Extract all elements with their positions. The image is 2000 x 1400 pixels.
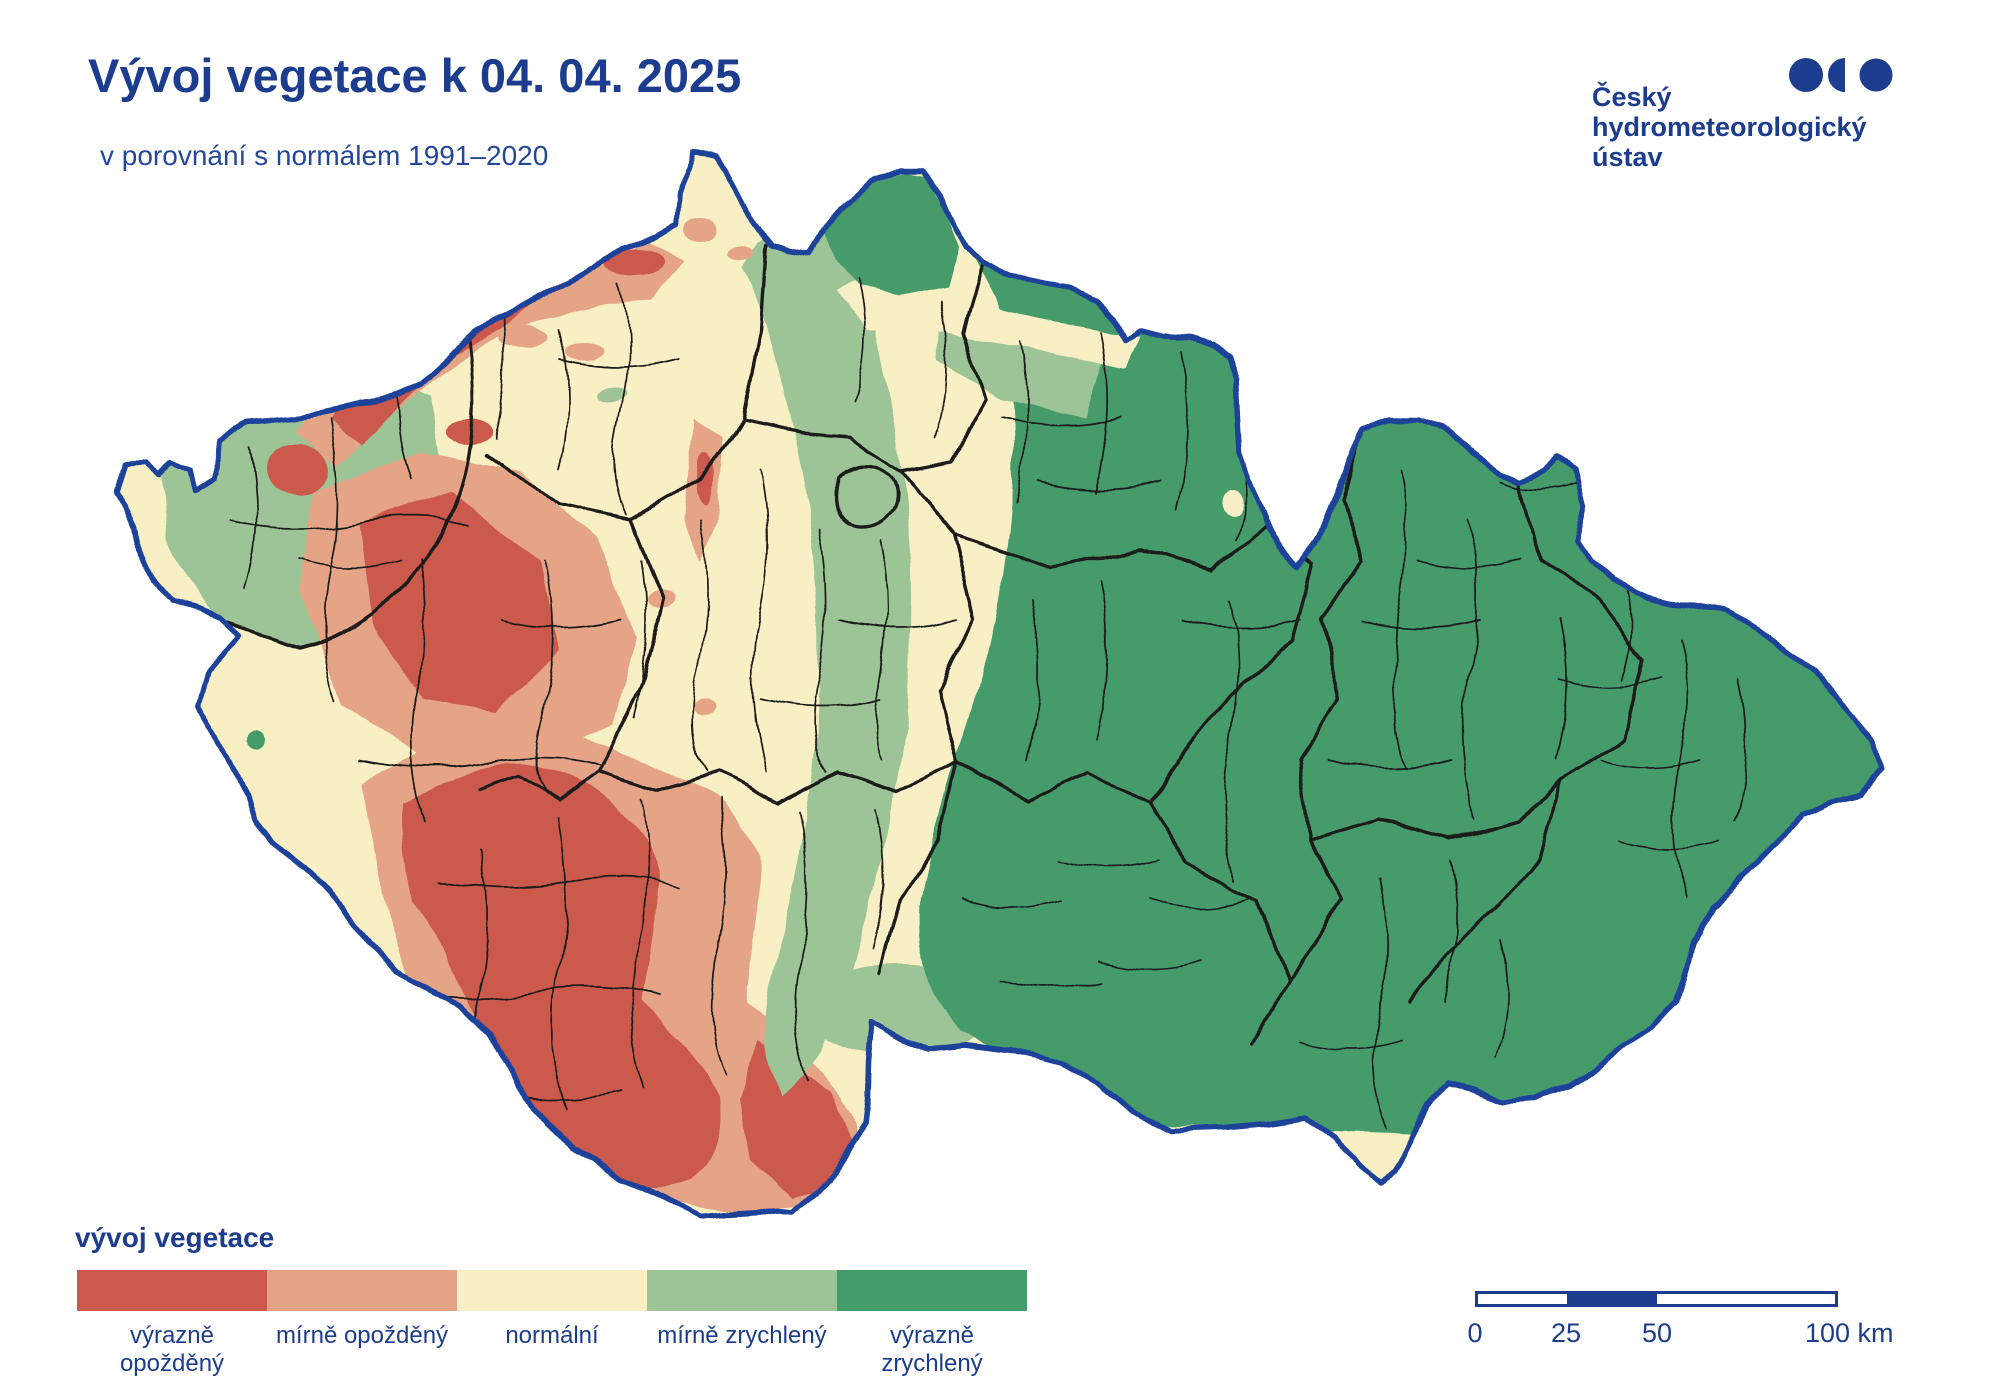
map-district-borders bbox=[229, 279, 1748, 1129]
legend-swatch-4 bbox=[647, 1270, 837, 1311]
legend-swatch-5 bbox=[837, 1270, 1027, 1311]
map-scale-bar bbox=[1475, 1291, 1838, 1307]
logo-line-2: hydrometeorologický bbox=[1592, 112, 1867, 142]
scale-tick-0: 0 bbox=[1467, 1318, 1483, 1348]
legend-label-5: výrazně zrychlený bbox=[881, 1322, 983, 1377]
legend-labels: výrazně opožděný mírně opožděný normální mí… bbox=[77, 1322, 1027, 1378]
legend-label-4: mírně zrychlený bbox=[657, 1322, 827, 1349]
legend-swatch-2 bbox=[267, 1270, 457, 1311]
chmi-logo-text: Český hydrometeorologický ústav bbox=[1592, 82, 1867, 172]
legend-swatch-1 bbox=[77, 1270, 267, 1311]
logo-line-1: Český bbox=[1592, 82, 1672, 112]
scale-end-label: 100 km bbox=[1805, 1318, 1894, 1348]
page-title: Vývoj vegetace k 04. 04. 2025 bbox=[88, 49, 742, 102]
legend-label-2: mírně opožděný bbox=[275, 1322, 449, 1349]
legend-color-bar bbox=[77, 1270, 1027, 1311]
map-color-patches bbox=[150, 152, 1882, 1211]
page-subtitle: v porovnání s normálem 1991–2020 bbox=[100, 140, 549, 171]
scale-tick-25: 25 bbox=[1550, 1318, 1582, 1348]
logo-line-3: ústav bbox=[1592, 142, 1663, 172]
legend-label-1: výrazně opožděný bbox=[119, 1322, 225, 1377]
scale-tick-50: 50 bbox=[1641, 1318, 1673, 1348]
legend-title: vývoj vegetace bbox=[75, 1222, 275, 1253]
scale-bar-filled-segment bbox=[1567, 1294, 1657, 1304]
legend-swatch-3 bbox=[457, 1270, 647, 1311]
chmi-logo-icon bbox=[1789, 58, 1893, 92]
legend-label-3: normální bbox=[505, 1322, 599, 1349]
map-body bbox=[115, 150, 1950, 1215]
